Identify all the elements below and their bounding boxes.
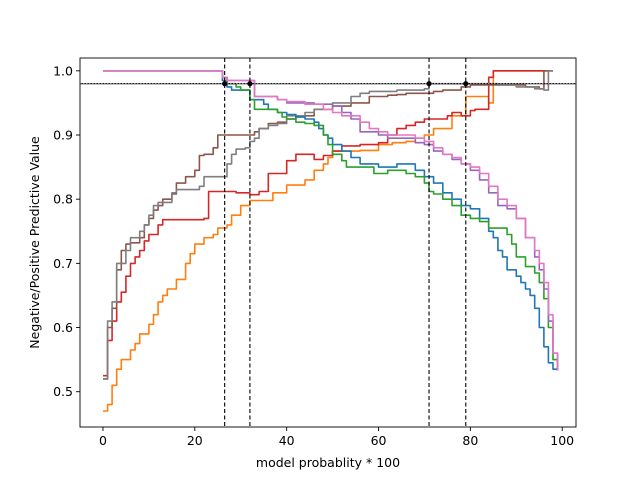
x-tick-label-2: 40: [279, 433, 295, 448]
plot-area: [80, 58, 576, 427]
x-tick-label-3: 60: [371, 433, 387, 448]
x-tick-label-4: 80: [462, 433, 478, 448]
series-line-3: [103, 70, 553, 380]
series-layer: [103, 70, 559, 412]
threshold-marker-0: [222, 81, 228, 87]
series-line-5: [103, 70, 559, 371]
x-tick-label-1: 20: [187, 433, 203, 448]
y-tick-label-2: 0.7: [53, 256, 73, 271]
y-axis-label: Negative/Positive Predictive Value: [27, 136, 42, 349]
series-line-4: [103, 70, 559, 371]
series-line-1: [103, 70, 553, 377]
x-axis-label: model probablity * 100: [256, 455, 400, 470]
threshold-marker-1: [247, 81, 253, 87]
axes-layer: 0 20 40 60 80 100 0.5 0.6 0.7 0.8 0.9 1.0: [53, 63, 574, 448]
y-tick-label-5: 1.0: [53, 63, 73, 78]
threshold-marker-3: [463, 81, 469, 87]
y-tick-label-1: 0.6: [53, 320, 73, 335]
reference-lines-layer: [80, 58, 576, 427]
y-tick-label-3: 0.8: [53, 192, 73, 207]
x-tick-label-5: 100: [550, 433, 574, 448]
y-tick-label-0: 0.5: [53, 384, 73, 399]
plot-frame: [79, 57, 577, 428]
series-line-7: [103, 70, 559, 371]
series-line-2: [103, 70, 553, 380]
x-tick-label-0: 0: [99, 433, 107, 448]
y-tick-label-4: 0.9: [53, 128, 73, 143]
threshold-marker-2: [426, 81, 432, 87]
